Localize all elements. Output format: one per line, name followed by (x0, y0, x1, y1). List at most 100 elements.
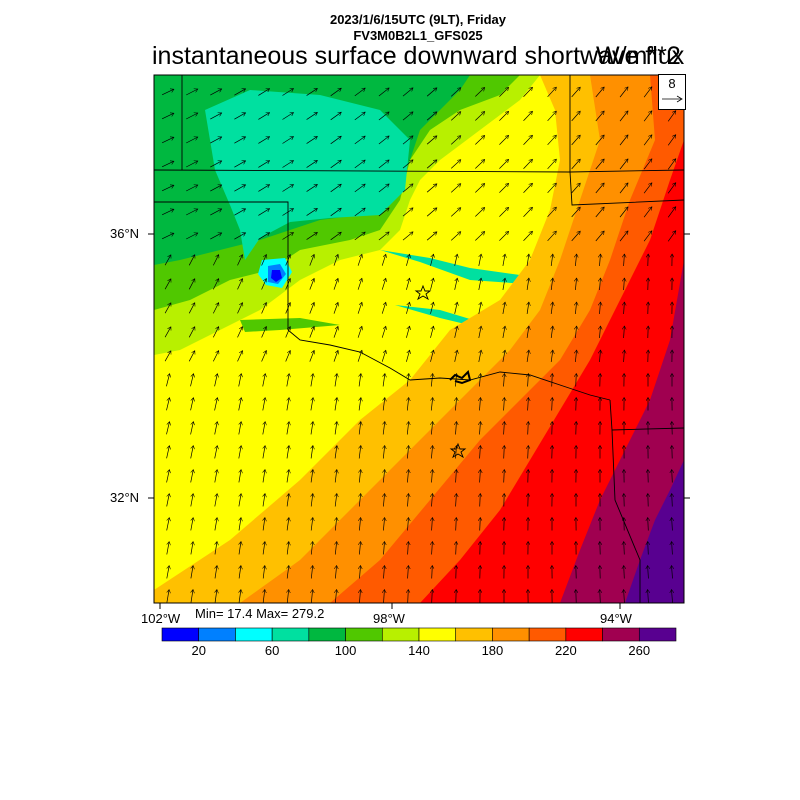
lon-label-102w: 102°W (141, 611, 181, 626)
wind-vector-arrow (571, 87, 581, 98)
wind-vector-arrow (285, 303, 291, 314)
wind-vector-arrow (552, 398, 553, 411)
wind-vector-arrow (161, 137, 174, 144)
wind-vector-arrow (190, 518, 193, 531)
wind-vector-arrow (480, 398, 481, 411)
wind-vector-arrow (210, 185, 221, 192)
wind-vector-arrow (261, 327, 267, 338)
wind-vector-arrow (214, 494, 217, 507)
wind-vector-arrow (430, 254, 434, 266)
wind-vector-arrow (166, 398, 170, 411)
wind-vector-arrow (234, 209, 245, 216)
wind-vector-arrow (285, 279, 291, 290)
wind-vector-arrow (504, 470, 505, 483)
wind-vector-arrow (360, 566, 361, 579)
wind-vector-arrow (212, 303, 218, 314)
wind-vector-arrow (475, 184, 484, 193)
wind-vector-arrow (381, 254, 386, 266)
wind-vector-arrow (166, 446, 170, 459)
wind-vector-arrow (359, 542, 360, 555)
wind-vector-arrow (624, 302, 625, 315)
wind-vector-arrow (191, 542, 193, 555)
colorbar-label: 180 (481, 643, 504, 658)
wind-vector-arrow (402, 208, 413, 217)
wind-vector-arrow (528, 446, 529, 459)
wind-vector-arrow (667, 159, 676, 170)
wind-vector-arrow (237, 255, 243, 266)
wind-vector-arrow (263, 446, 265, 459)
wind-vector-arrow (499, 87, 508, 97)
wind-vector-arrow (648, 566, 649, 579)
wind-vector-arrow (359, 470, 360, 483)
wind-vector-arrow (186, 89, 198, 96)
wind-vector-arrow (311, 590, 312, 603)
wind-vector-arrow (234, 161, 245, 168)
wind-vector-arrow (282, 232, 294, 240)
wind-vector-arrow (450, 232, 461, 241)
wind-vector-arrow (432, 590, 433, 603)
wind-vector-arrow (407, 470, 408, 483)
wind-vector-arrow (402, 112, 413, 121)
wind-vector-arrow (357, 326, 362, 338)
wind-vector-arrow (212, 255, 218, 266)
wind-vector-arrow (479, 254, 481, 266)
wind-vector-arrow (186, 209, 198, 216)
wind-vector-arrow (600, 254, 601, 267)
wind-vector-arrow (161, 113, 174, 120)
wind-vector-arrow (527, 278, 529, 290)
wind-vector-arrow (237, 351, 243, 362)
red-river-border (287, 329, 611, 401)
wind-vector-arrow (527, 302, 529, 314)
wind-vector-arrow (210, 233, 221, 240)
wind-vector-arrow (258, 184, 269, 192)
wind-vector-arrow (595, 111, 604, 122)
wind-vector-arrow (190, 374, 194, 387)
wind-vector-arrow (383, 398, 385, 411)
wind-vector-arrow (333, 326, 338, 338)
wind-vector-arrow (258, 136, 269, 144)
wind-vector-arrow (359, 374, 361, 387)
colorbar-label: 20 (191, 643, 206, 658)
wind-vector-arrow (306, 208, 318, 216)
wind-vector-arrow (262, 422, 265, 435)
wind-vector-arrow (161, 161, 174, 168)
wind-vector-arrow (595, 135, 604, 146)
wind-vector-arrow (408, 494, 409, 507)
wind-vector-arrow (186, 185, 198, 192)
wind-vector-arrow (503, 350, 505, 362)
wind-vector-arrow (595, 231, 604, 242)
wind-vector-arrow (234, 233, 245, 240)
city-markers (414, 284, 467, 459)
colorbar-label: 220 (554, 643, 577, 658)
wind-vector-arrow (456, 518, 457, 531)
wind-vector-arrow (215, 518, 217, 531)
wind-vector-arrow (600, 350, 601, 363)
wind-vector-arrow (263, 542, 265, 555)
wind-vector-arrow (624, 542, 625, 555)
wind-vector-arrow (287, 590, 288, 603)
wind-vector-arrow (499, 111, 508, 121)
wind-vector-arrow (480, 470, 481, 483)
wind-vector-arrow (190, 398, 194, 411)
wind-vector-arrow (166, 518, 170, 531)
wind-vector-arrow (166, 470, 170, 483)
wind-vector-arrow (503, 254, 505, 266)
texas-east-border (609, 399, 641, 603)
wind-vector-arrow (600, 278, 601, 291)
wind-vector-arrow (357, 350, 362, 362)
wind-vector-arrow (624, 326, 625, 339)
wind-vector-arrow (383, 470, 384, 483)
wind-vector-arrow (186, 113, 198, 120)
wind-vector-arrow (309, 326, 314, 338)
wind-vector-arrow (624, 254, 625, 267)
wind-vector-arrow (186, 161, 198, 168)
wind-vector-arrow (426, 88, 437, 97)
wind-vector-arrow (431, 398, 432, 411)
wind-vector-arrow (335, 542, 336, 555)
wind-vector-arrow (261, 279, 267, 290)
colorbar-swatch (638, 627, 677, 642)
wind-vector-arrow (378, 136, 389, 145)
wind-vector-arrow (426, 160, 437, 169)
wind-vector-arrow (479, 278, 481, 290)
wind-vector-arrow (238, 398, 242, 411)
